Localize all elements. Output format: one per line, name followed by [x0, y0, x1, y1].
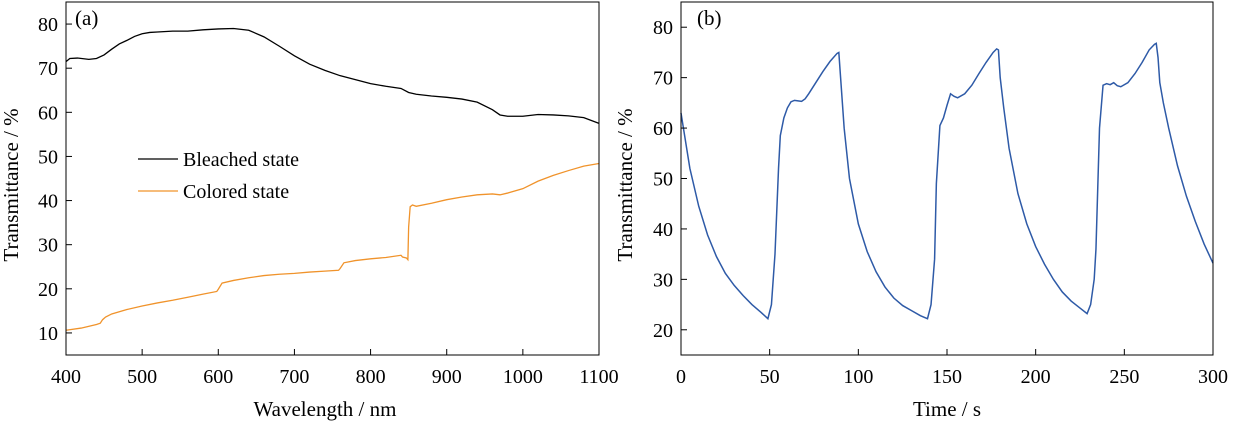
x-tick-label: 600 — [203, 366, 233, 388]
x-tick-label: 200 — [1021, 366, 1051, 388]
plot-area-a — [65, 27, 600, 331]
y-axis-title-b: Transmittance / % — [613, 108, 637, 261]
x-tick-label: 0 — [676, 366, 686, 388]
y-tick-label: 20 — [653, 320, 673, 342]
panel-label-b: (b) — [697, 6, 722, 30]
y-axis-ticks-b: 20 30 40 50 60 70 80 — [653, 17, 687, 342]
y-axis-title-a: Transmittance / % — [0, 108, 23, 261]
y-tick-label: 60 — [38, 102, 58, 124]
y-tick-label: 40 — [653, 219, 673, 241]
plot-frame-a — [65, 1, 600, 356]
y-axis-ticks-a: 10 20 30 40 50 60 70 80 — [38, 14, 72, 345]
y-tick-label: 50 — [38, 146, 58, 168]
x-axis-ticks-b: 0 50 100 150 200 250 300 — [676, 349, 1228, 388]
x-tick-label: 400 — [51, 366, 81, 388]
y-tick-label: 50 — [653, 169, 673, 191]
bleached-state-line — [65, 27, 600, 124]
x-tick-label: 250 — [1109, 366, 1139, 388]
y-tick-label: 10 — [38, 323, 58, 345]
chart-panel-b: 0 50 100 150 200 250 300 20 30 40 50 60 70 80 (b) Ti… — [613, 1, 1228, 421]
y-tick-label: 80 — [38, 14, 58, 36]
x-axis-ticks-a: 400 500 600 700 800 900 1000 1100 — [51, 349, 619, 388]
x-tick-label: 700 — [279, 366, 309, 388]
x-tick-label: 900 — [432, 366, 462, 388]
x-tick-label: 50 — [760, 366, 780, 388]
transmittance-cycle-line — [680, 42, 1214, 321]
y-tick-label: 70 — [38, 58, 58, 80]
x-tick-label: 100 — [843, 366, 873, 388]
x-tick-label: 1100 — [579, 366, 618, 388]
y-tick-label: 30 — [653, 269, 673, 291]
panel-label-a: (a) — [75, 6, 98, 30]
x-axis-title-a: Wavelength / nm — [254, 397, 397, 421]
x-tick-label: 500 — [127, 366, 157, 388]
y-tick-label: 20 — [38, 279, 58, 301]
plot-frame-b — [680, 1, 1214, 356]
x-tick-label: 300 — [1198, 366, 1228, 388]
plot-area-b — [680, 42, 1214, 321]
y-tick-label: 80 — [653, 17, 673, 39]
chart-panel-a: 400 500 600 700 800 900 1000 1100 10 20 30 40 50 60 7… — [0, 1, 619, 421]
y-tick-label: 60 — [653, 118, 673, 140]
x-tick-label: 150 — [932, 366, 962, 388]
legend-a: Bleached state Colored state — [138, 149, 299, 203]
y-tick-label: 70 — [653, 68, 673, 90]
legend-label-bleached: Bleached state — [183, 149, 299, 171]
x-axis-title-b: Time / s — [913, 397, 981, 421]
y-tick-label: 40 — [38, 191, 58, 213]
x-tick-label: 1000 — [503, 366, 543, 388]
legend-label-colored: Colored state — [183, 181, 289, 203]
x-tick-label: 800 — [356, 366, 386, 388]
colored-state-line — [65, 162, 600, 331]
y-tick-label: 30 — [38, 235, 58, 257]
